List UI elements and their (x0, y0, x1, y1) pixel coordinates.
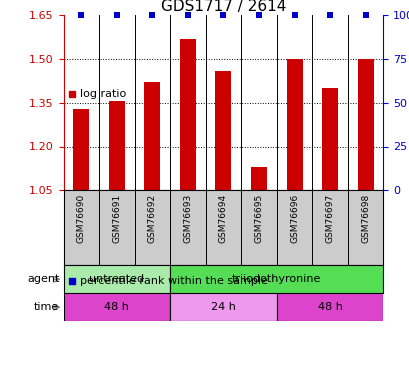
Bar (321, 88, 337, 190)
Bar (63, 265, 170, 293)
Bar (286, 59, 302, 190)
Text: GSM76692: GSM76692 (148, 194, 157, 243)
Bar (73, 109, 89, 190)
Text: GSM76697: GSM76697 (325, 194, 334, 243)
Text: 48 h: 48 h (104, 302, 129, 312)
Text: GSM76695: GSM76695 (254, 194, 263, 243)
Text: GSM76691: GSM76691 (112, 194, 121, 243)
Text: GSM76698: GSM76698 (360, 194, 369, 243)
Bar (109, 101, 124, 190)
Text: agent: agent (27, 274, 59, 284)
Text: percentile rank within the sample: percentile rank within the sample (80, 276, 267, 286)
Text: time: time (34, 302, 59, 312)
Bar (250, 167, 266, 190)
Bar (170, 265, 382, 293)
Title: GDS1717 / 2614: GDS1717 / 2614 (160, 0, 285, 14)
Text: triiodothyronine: triiodothyronine (231, 274, 321, 284)
Text: untreated: untreated (89, 274, 144, 284)
Text: log ratio: log ratio (80, 89, 126, 99)
Bar (357, 59, 373, 190)
Bar (63, 293, 170, 321)
Text: 48 h: 48 h (317, 302, 342, 312)
Bar (276, 293, 382, 321)
Bar (215, 70, 231, 190)
Bar (180, 39, 196, 190)
Bar (170, 293, 276, 321)
Text: GSM76696: GSM76696 (289, 194, 298, 243)
Bar (144, 82, 160, 190)
Text: GSM76690: GSM76690 (76, 194, 85, 243)
Text: GSM76693: GSM76693 (183, 194, 192, 243)
Text: GSM76694: GSM76694 (218, 194, 227, 243)
Text: 24 h: 24 h (211, 302, 235, 312)
